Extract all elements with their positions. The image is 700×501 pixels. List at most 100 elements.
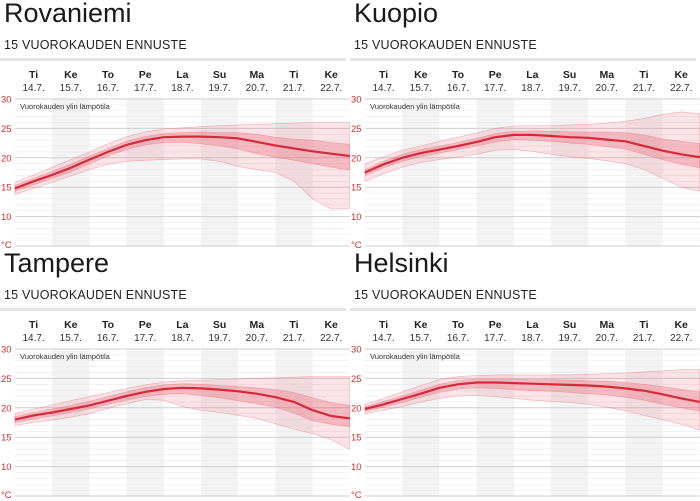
y-unit-label: °C xyxy=(351,240,362,250)
day-column-shade xyxy=(476,99,514,246)
forecast-subtitle: 15 VUOROKAUDEN ENNUSTE xyxy=(354,38,537,52)
date-label: 18.7. xyxy=(521,333,543,344)
day-label: Pe xyxy=(489,319,502,331)
y-tick-label: 25 xyxy=(351,374,362,385)
date-label: 14.7. xyxy=(372,333,394,344)
y-tick-label: 15 xyxy=(1,433,12,444)
chart-label: Vuorokauden ylin lämpötila xyxy=(370,102,461,111)
day-column-shade xyxy=(625,349,663,496)
date-label: 14.7. xyxy=(22,333,44,344)
day-label: Pe xyxy=(139,319,152,331)
y-tick-label: 25 xyxy=(1,124,12,135)
y-tick-label: 15 xyxy=(351,183,362,194)
day-label: La xyxy=(176,69,188,81)
temperature-chart: 30 25 20 15 10 °C Ti 14.7. Ke 15.7. To 16.7. Pe 17.7.… xyxy=(1,69,350,250)
date-label: 22.7. xyxy=(320,333,342,344)
day-column-shade xyxy=(201,349,239,496)
day-column-shade xyxy=(275,99,313,246)
median-temperature-line xyxy=(364,133,700,174)
y-tick-label: 20 xyxy=(1,153,12,164)
day-label: Ti xyxy=(639,319,648,331)
date-label: 18.7. xyxy=(521,83,543,94)
day-label: Su xyxy=(563,69,576,81)
median-temperature-line xyxy=(14,135,350,190)
divider xyxy=(0,308,346,311)
day-label: Ke xyxy=(324,69,338,81)
day-column-shade xyxy=(275,349,313,496)
date-label: 19.7. xyxy=(208,333,230,344)
forecast-subtitle: 15 VUOROKAUDEN ENNUSTE xyxy=(4,38,187,52)
day-label: Ke xyxy=(414,319,428,331)
day-label: Ke xyxy=(64,69,78,81)
y-unit-label: °C xyxy=(1,490,12,500)
day-label: Ma xyxy=(600,69,615,81)
day-label: Ti xyxy=(29,69,38,81)
date-label: 15.7. xyxy=(60,83,82,94)
forecast-panel-kuopio: Kuopio 15 VUOROKAUDEN ENNUSTE 30 25 20 15 10… xyxy=(350,0,700,250)
chart-label: Vuorokauden ylin lämpötila xyxy=(20,102,111,111)
day-label: Pe xyxy=(139,69,152,81)
day-column-shade xyxy=(126,349,164,496)
city-title: Kuopio xyxy=(354,0,439,28)
day-column-shade xyxy=(625,99,663,246)
date-label: 22.7. xyxy=(320,83,342,94)
day-label: Ke xyxy=(674,69,688,81)
day-label: La xyxy=(526,69,538,81)
y-tick-label: 20 xyxy=(1,403,12,414)
date-label: 16.7. xyxy=(97,83,119,94)
day-label: Ti xyxy=(289,319,298,331)
city-title: Tampere xyxy=(4,250,110,278)
day-label: To xyxy=(102,69,114,81)
chart-label: Vuorokauden ylin lämpötila xyxy=(20,352,111,361)
day-column-shade xyxy=(201,99,239,246)
day-label: Su xyxy=(213,69,226,81)
day-label: Ti xyxy=(639,69,648,81)
day-column-shade xyxy=(476,349,514,496)
day-label: Ti xyxy=(29,319,38,331)
date-label: 18.7. xyxy=(171,333,193,344)
date-label: 20.7. xyxy=(246,83,268,94)
date-label: 20.7. xyxy=(596,333,618,344)
y-tick-label: 30 xyxy=(1,345,12,356)
date-label: 21.7. xyxy=(633,83,655,94)
day-label: Pe xyxy=(489,69,502,81)
y-tick-label: 15 xyxy=(1,183,12,194)
date-label: 14.7. xyxy=(372,83,394,94)
day-label: Ti xyxy=(289,69,298,81)
temperature-chart: 30 25 20 15 10 °C Ti 14.7. Ke 15.7. To 16.7. Pe 17.7.… xyxy=(351,319,700,500)
day-label: Ma xyxy=(600,319,615,331)
date-label: 16.7. xyxy=(97,333,119,344)
date-label: 21.7. xyxy=(283,83,305,94)
day-label: To xyxy=(452,319,464,331)
date-label: 20.7. xyxy=(246,333,268,344)
temperature-chart: 30 25 20 15 10 °C Ti 14.7. Ke 15.7. To 16.7. Pe 17.7.… xyxy=(1,319,350,500)
day-label: Ke xyxy=(414,69,428,81)
date-label: 15.7. xyxy=(60,333,82,344)
forecast-panel-helsinki: Helsinki 15 VUOROKAUDEN ENNUSTE 30 25 20 15… xyxy=(350,250,700,500)
date-label: 21.7. xyxy=(633,333,655,344)
date-label: 17.7. xyxy=(484,333,506,344)
date-label: 19.7. xyxy=(208,83,230,94)
median-temperature-line xyxy=(14,386,350,421)
temperature-chart: 30 25 20 15 10 °C Ti 14.7. Ke 15.7. To 16.7. Pe 17.7.… xyxy=(351,69,700,250)
divider xyxy=(350,58,696,61)
date-label: 21.7. xyxy=(283,333,305,344)
date-label: 22.7. xyxy=(670,83,692,94)
day-label: Ke xyxy=(324,319,338,331)
y-unit-label: °C xyxy=(351,490,362,500)
day-column-shade xyxy=(402,99,440,246)
forecast-panel-rovaniemi: Rovaniemi 15 VUOROKAUDEN ENNUSTE 30 25 20 1… xyxy=(0,0,350,250)
date-label: 22.7. xyxy=(670,333,692,344)
day-label: Ti xyxy=(379,69,388,81)
y-tick-label: 20 xyxy=(351,153,362,164)
date-label: 16.7. xyxy=(447,333,469,344)
date-label: 17.7. xyxy=(484,83,506,94)
day-label: To xyxy=(452,69,464,81)
day-label: La xyxy=(526,319,538,331)
day-label: Ke xyxy=(64,319,78,331)
date-label: 19.7. xyxy=(558,333,580,344)
y-tick-label: 20 xyxy=(351,403,362,414)
y-tick-label: 25 xyxy=(351,124,362,135)
chart-label: Vuorokauden ylin lämpötila xyxy=(370,352,461,361)
day-label: Ke xyxy=(674,319,688,331)
